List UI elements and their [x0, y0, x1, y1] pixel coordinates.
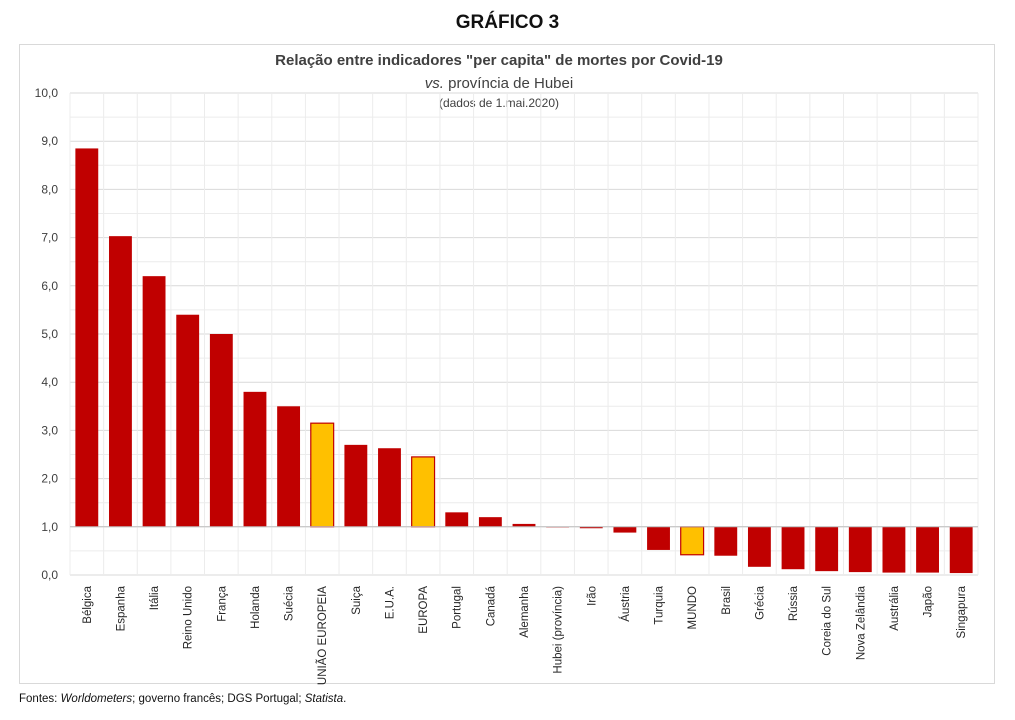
bar	[949, 526, 973, 574]
x-tick-label: Suécia	[284, 585, 296, 621]
bar	[747, 526, 771, 567]
chart-subtitle: vs. província de Hubei	[425, 75, 573, 92]
y-tick-label: 5,0	[41, 327, 58, 341]
x-tick-label: Portugal	[452, 586, 464, 629]
bar	[882, 526, 906, 573]
x-tick-label: Áustria	[619, 585, 632, 621]
source-note: Fontes: Worldometers; governo francês; D…	[19, 693, 346, 705]
source-part: Worldometers	[60, 693, 133, 705]
bar	[848, 526, 872, 573]
x-tick-label: Bélgica	[82, 585, 94, 623]
x-tick-label: França	[216, 585, 228, 621]
x-tick-label: Rússia	[788, 585, 800, 621]
bar	[781, 526, 805, 570]
y-tick-label: 1,0	[41, 520, 58, 534]
bar	[478, 517, 502, 527]
chart-subtitle-italic: vs.	[425, 75, 444, 92]
y-tick-label: 4,0	[41, 375, 58, 389]
bar	[109, 236, 132, 527]
x-tick-label: Japão	[923, 586, 935, 617]
bar	[142, 276, 166, 527]
chart-note: (dados de 1.mai.2020)	[439, 96, 559, 110]
bar	[445, 512, 469, 527]
y-tick-label: 3,0	[41, 423, 58, 437]
bar	[75, 148, 99, 527]
y-tick-label: 2,0	[41, 472, 58, 486]
bar	[613, 526, 637, 533]
source-part: .	[343, 693, 347, 705]
x-tick-label: Espanha	[115, 585, 127, 631]
bar	[277, 406, 301, 527]
x-tick-label: EUROPA	[418, 586, 430, 634]
chart-frame	[19, 44, 995, 684]
x-tick-label: Canadá	[485, 585, 497, 626]
x-tick-label: Irão	[586, 586, 598, 606]
y-tick-label: 10,0	[35, 86, 59, 100]
x-tick-label: Holanda	[250, 585, 262, 628]
bar	[579, 526, 603, 529]
page-heading: GRÁFICO 3	[455, 12, 560, 33]
x-tick-label: Itália	[149, 585, 161, 610]
bar	[310, 422, 335, 528]
x-tick-label: MUNDO	[687, 586, 699, 629]
x-tick-label: Suiça	[351, 585, 363, 614]
bar	[344, 444, 368, 527]
x-tick-label: Turquia	[654, 585, 666, 624]
y-tick-label: 6,0	[41, 279, 58, 293]
x-tick-label: Singapura	[956, 585, 968, 638]
bar	[714, 526, 738, 556]
x-tick-label: Coreia do Sul	[822, 586, 834, 656]
y-tick-label: 0,0	[41, 568, 58, 582]
y-tick-label: 7,0	[41, 231, 58, 245]
bar	[916, 526, 939, 573]
chart-subtitle-rest: província de Hubei	[444, 75, 573, 92]
x-tick-label: Grécia	[754, 585, 766, 619]
x-tick-label: E.U.A.	[384, 586, 396, 619]
bar	[411, 456, 436, 528]
x-tick-label: Brasil	[721, 586, 733, 615]
x-tick-label: Alemanha	[519, 585, 531, 637]
source-part: Statista	[304, 693, 344, 705]
x-tick-label: Nova Zelândia	[855, 585, 867, 660]
bar	[176, 314, 200, 527]
bar	[378, 448, 401, 527]
x-tick-label: Reino Unido	[183, 586, 195, 649]
x-tick-label: Hubei (província)	[553, 586, 565, 674]
source-part: ; governo francês; DGS Portugal;	[132, 693, 305, 705]
chart-title: Relação entre indicadores "per capita" d…	[275, 52, 723, 69]
bar	[209, 334, 233, 527]
x-tick-label: Austrália	[889, 585, 901, 630]
bar	[647, 526, 670, 550]
source-part: Fontes:	[19, 693, 61, 705]
y-tick-label: 8,0	[41, 182, 58, 196]
bar	[512, 523, 536, 527]
x-tick-label: UNIÃO EUROPEIA	[316, 586, 329, 685]
y-tick-label: 9,0	[41, 134, 58, 148]
bar	[815, 526, 839, 572]
bar	[680, 526, 705, 556]
bar	[243, 391, 267, 527]
